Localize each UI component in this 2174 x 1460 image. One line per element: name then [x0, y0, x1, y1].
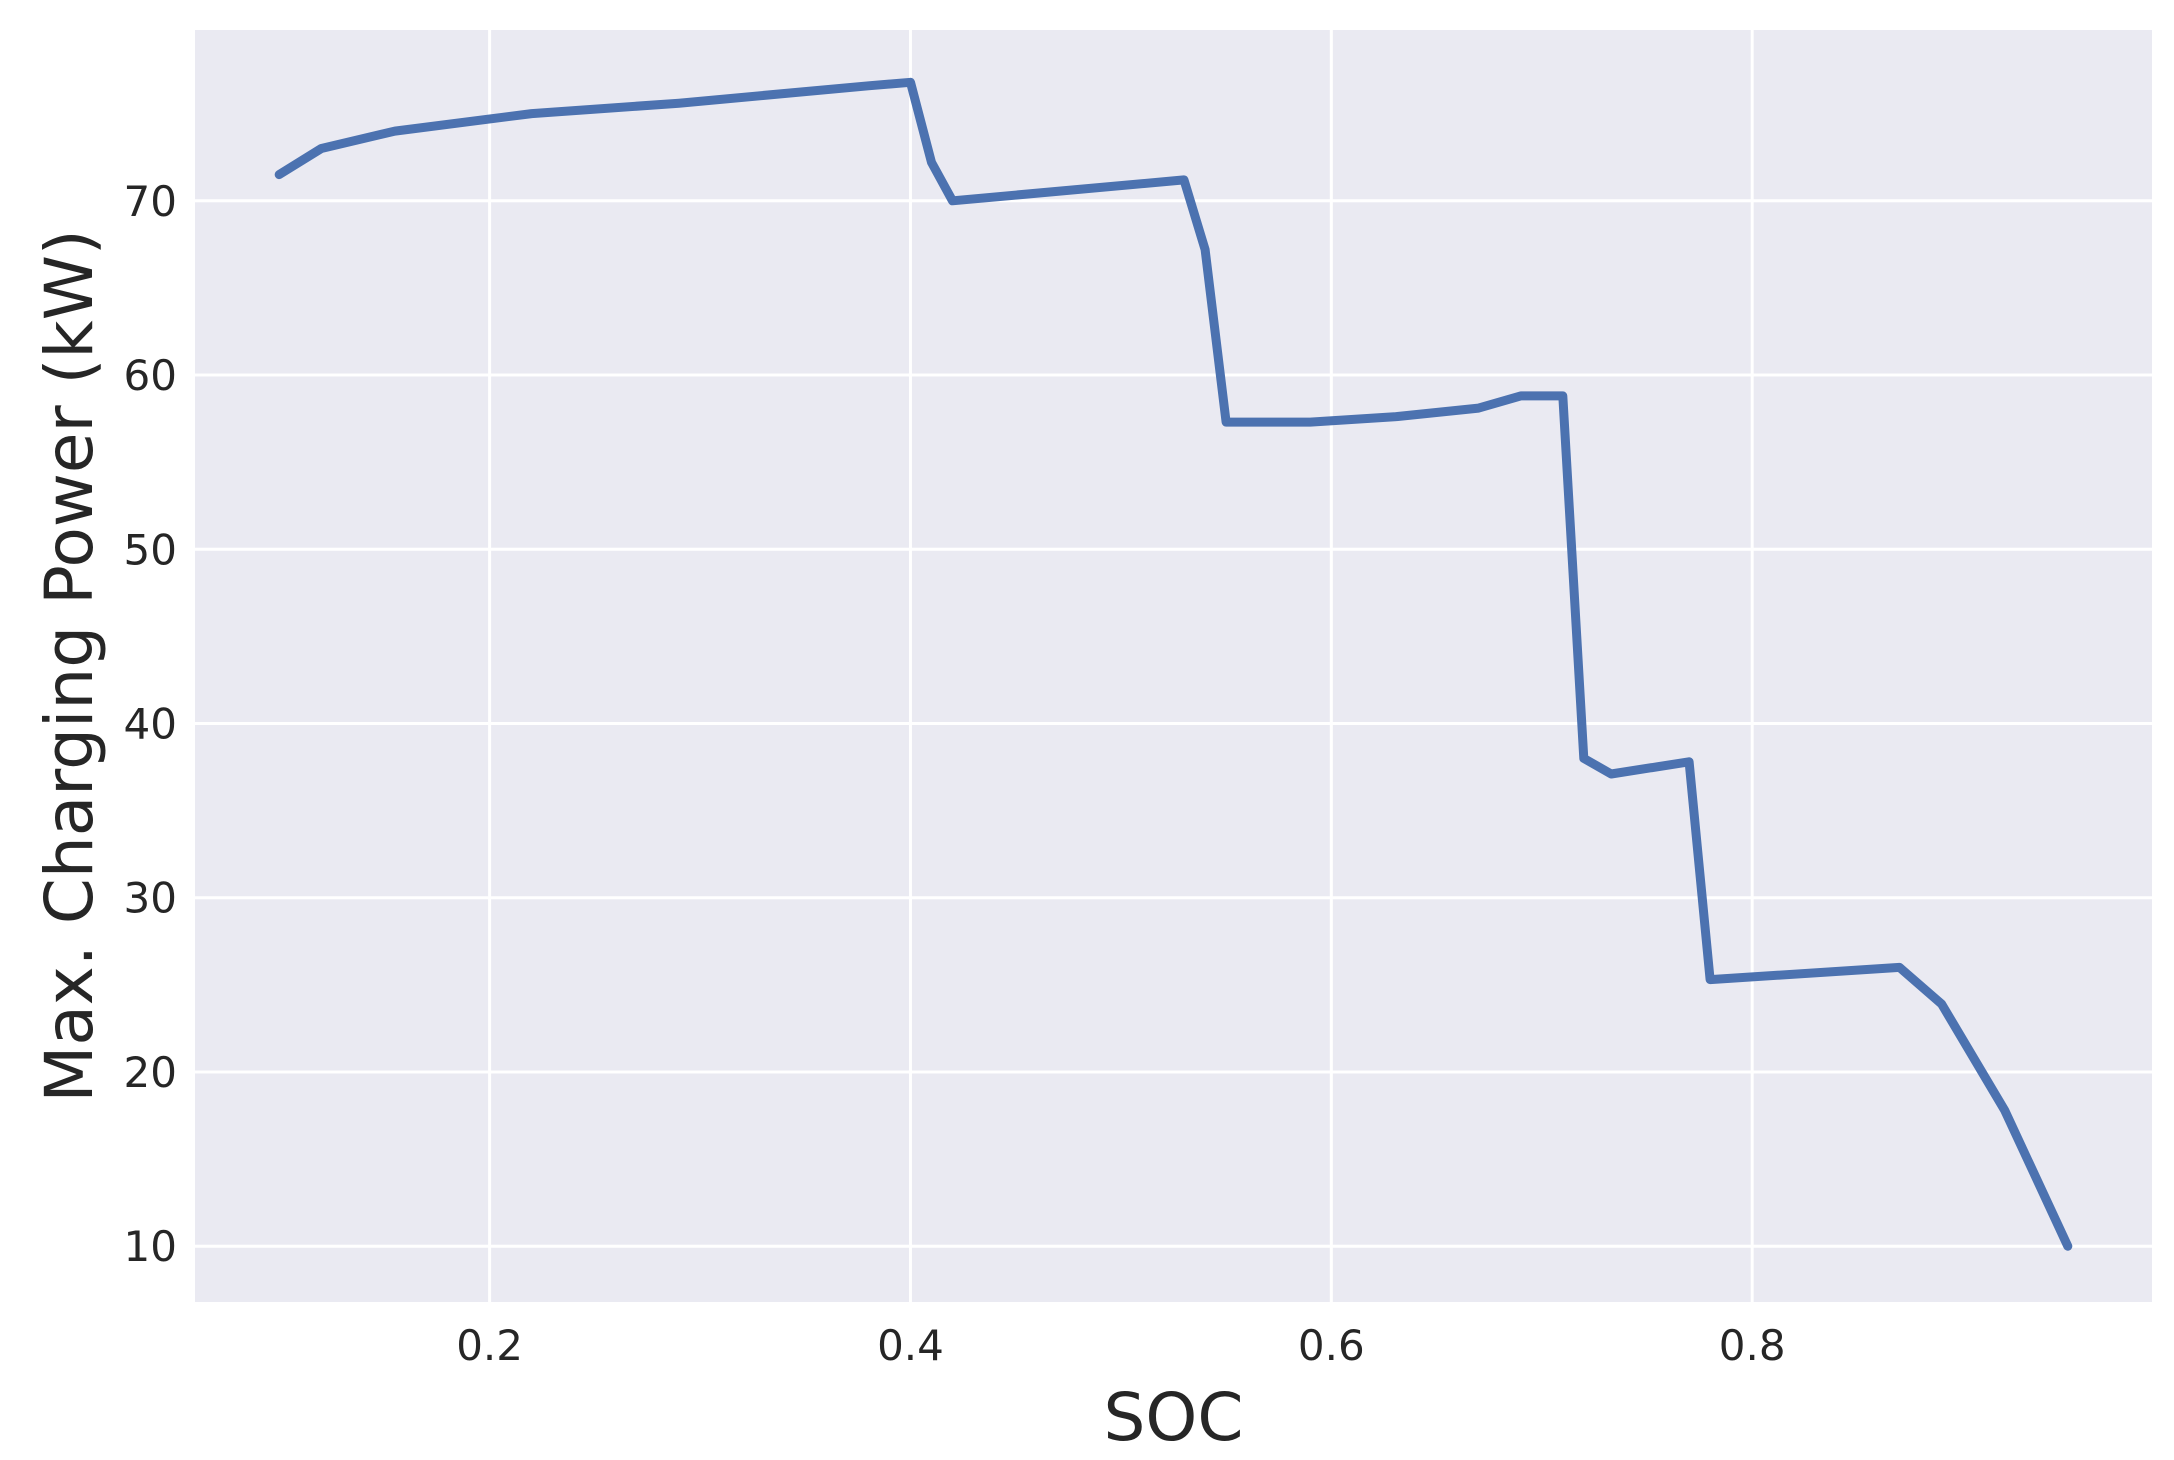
y-axis-label: Max. Charging Power (kW): [31, 229, 108, 1102]
y-grid-lines: [195, 199, 2152, 1248]
y-tick-label: 70: [124, 177, 177, 226]
y-tick-label: 40: [124, 700, 177, 749]
series-line: [274, 77, 2073, 1251]
x-tick-label: 0.4: [877, 1321, 944, 1370]
y-tick-label: 60: [124, 351, 177, 400]
y-tick-label: 50: [124, 525, 177, 574]
y-tick-label: 10: [124, 1222, 177, 1271]
series-layer: [274, 77, 2073, 1251]
y-tick-labels: 10 20 30 40 50 60 70: [124, 177, 177, 1271]
x-axis-label: SOC: [1104, 1379, 1244, 1456]
y-tick-label: 20: [124, 1048, 177, 1097]
x-tick-label: 0.8: [1719, 1321, 1786, 1370]
x-tick-label: 0.6: [1298, 1321, 1365, 1370]
x-tick-labels: 0.2 0.4 0.6 0.8: [456, 1321, 1785, 1370]
y-tick-label: 30: [124, 874, 177, 923]
x-grid-lines: [488, 30, 1754, 1302]
x-tick-label: 0.2: [456, 1321, 523, 1370]
plot-background: [195, 30, 2152, 1302]
